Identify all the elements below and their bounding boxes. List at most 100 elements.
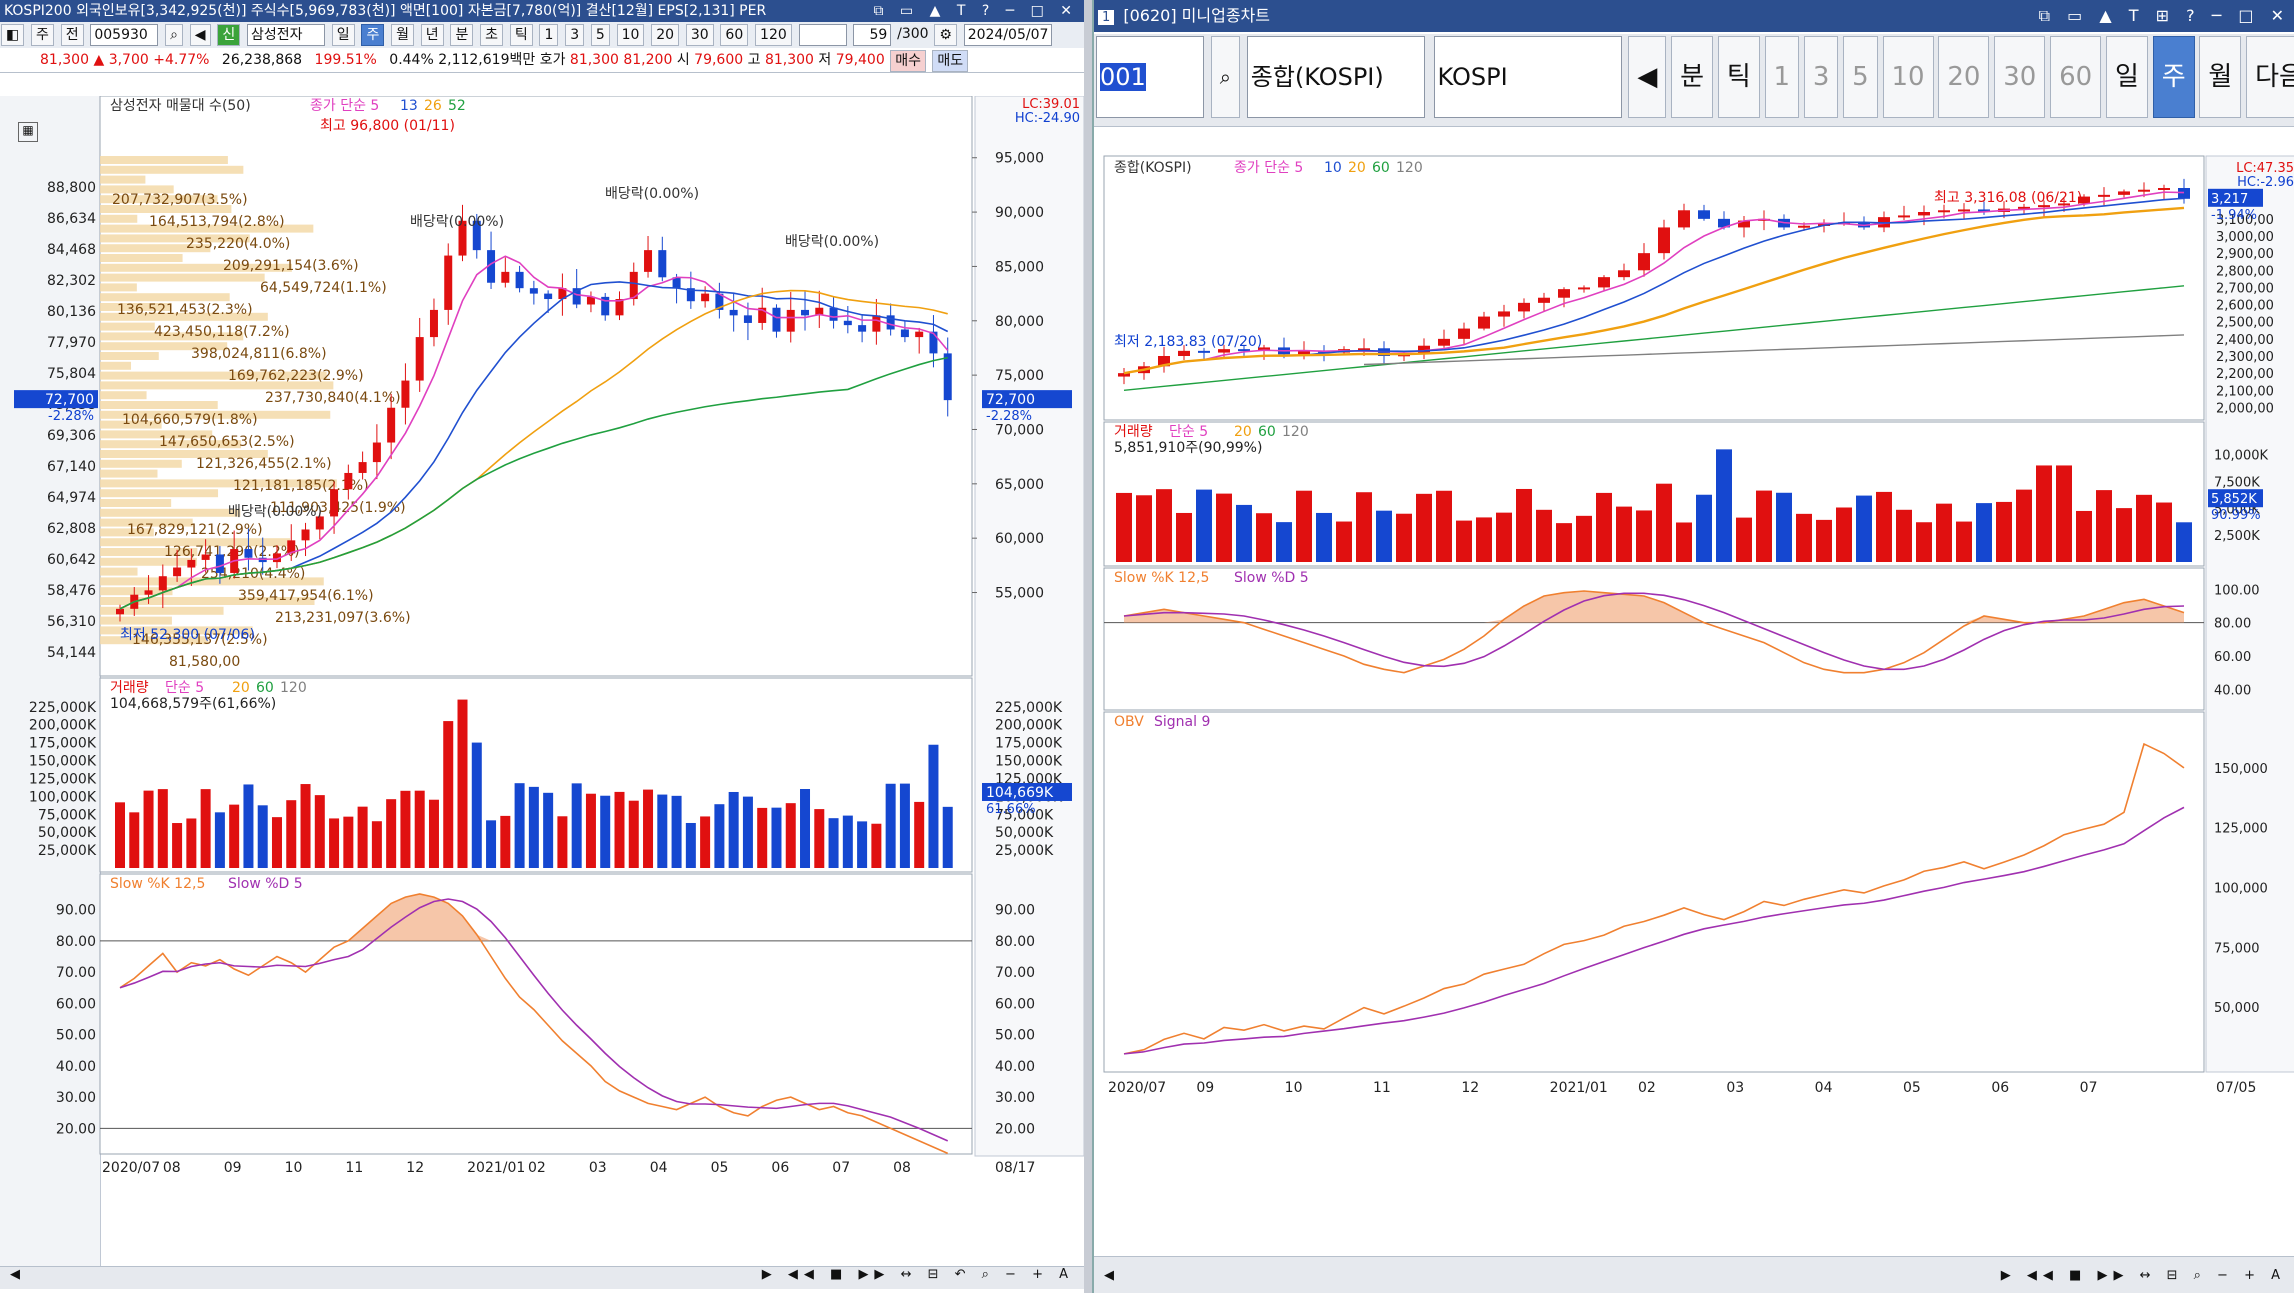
table-icon[interactable]: ▦	[18, 122, 38, 142]
interval-120[interactable]: 120	[755, 24, 792, 46]
interval-30[interactable]: 30	[685, 24, 714, 46]
volume-bar	[243, 784, 254, 868]
price-legend-period: 13	[400, 98, 418, 114]
volume-bar	[300, 784, 311, 868]
index-nav-controls[interactable]: ▶ ◀◀ ■ ▶▶ ↔ ⊟ ⌕ − + A	[2000, 1268, 2286, 1283]
volume-profile-bar	[100, 234, 250, 243]
interval-1-right[interactable]: 1	[1764, 36, 1800, 118]
index-volume-bar	[2056, 465, 2072, 562]
index-price-tick: 2,200,00	[2216, 367, 2274, 382]
volume-tick-label: 175,000K	[995, 736, 1063, 752]
sell-button[interactable]: 매도	[932, 50, 969, 72]
scroll-left-icon-right[interactable]: ◀	[1104, 1268, 1114, 1283]
candle-body	[758, 307, 767, 323]
search-icon[interactable]: ⌕	[165, 24, 183, 46]
index-volume-bar	[1196, 489, 1212, 562]
tools-icon[interactable]: ⚙	[934, 24, 957, 46]
stock-chart-area[interactable]: 삼성전자 매물대 수(50) 종가 단순 5 13 26 52 LC:39.01HC:-2…	[0, 96, 1084, 1266]
search-icon-right[interactable]: ⌕	[1210, 36, 1240, 118]
index-x-axis-label: 11	[1373, 1080, 1391, 1096]
volume-bar	[257, 805, 268, 868]
interval-20-right[interactable]: 20	[1938, 36, 1990, 118]
index-volume-bar	[1316, 512, 1332, 562]
interval-60-right[interactable]: 60	[2050, 36, 2102, 118]
interval-3[interactable]: 3	[565, 24, 585, 46]
index-candle-body	[1478, 316, 1490, 329]
x-axis-label: 03	[589, 1160, 607, 1176]
volume-bar	[928, 744, 939, 868]
interval-10[interactable]: 10	[616, 24, 645, 46]
index-current-pct: -1.94%	[2211, 208, 2257, 223]
moving-average-line	[119, 255, 949, 610]
period-minute-right[interactable]: 분	[1671, 36, 1714, 118]
index-candle-body	[1158, 356, 1170, 367]
window-controls-right[interactable]: ⧉ ▭ ▲ T ⊞ ? ─ □ ✕	[2038, 6, 2290, 25]
layout-icon[interactable]: ◧	[1, 24, 25, 46]
index-stoch-pane-frame	[1103, 567, 2205, 711]
x-axis-label: 2020/07	[102, 1160, 160, 1176]
candle-body	[743, 315, 752, 323]
volume-bar	[714, 804, 725, 868]
high-value: 81,300	[764, 52, 814, 68]
volume-bar	[357, 806, 368, 868]
index-name-field[interactable]: 종합(KOSPI)	[1246, 36, 1425, 118]
period-day[interactable]: 일	[331, 24, 355, 46]
index-candle-body	[1598, 277, 1610, 288]
period-year[interactable]: 년	[420, 24, 444, 46]
candle-body	[915, 331, 924, 338]
volume-bar	[286, 800, 297, 868]
index-chart-area[interactable]: 종합(KOSPI) 종가 단순 5 10 20 60 120 LC:47.35HC:-2.9…	[1094, 126, 2294, 1256]
next-button[interactable]: 다음	[2246, 36, 2294, 118]
window-controls[interactable]: ⧉ ▭ ▲ T ? ─ □ ✕	[873, 3, 1078, 19]
interval-10-right[interactable]: 10	[1882, 36, 1934, 118]
period-month-right[interactable]: 월	[2199, 36, 2242, 118]
volume-tick-label-left: 50,000K	[38, 825, 97, 841]
market-select[interactable]: KOSPI	[1433, 36, 1622, 118]
period-second[interactable]: 초	[480, 24, 504, 46]
index-candle-body	[1958, 209, 1970, 212]
period-month[interactable]: 월	[391, 24, 415, 46]
volume-bar	[828, 818, 839, 868]
candle-body	[900, 329, 909, 338]
speaker-icon-right[interactable]: ◀	[1628, 36, 1667, 118]
volume-bar	[628, 800, 639, 868]
scroll-left-icon[interactable]: ◀	[10, 1267, 20, 1282]
volume-bar	[614, 791, 625, 868]
interval-5-right[interactable]: 5	[1843, 36, 1878, 118]
chart-nav-controls[interactable]: ▶ ◀◀ ■ ▶▶ ↔ ⊟ ↶ ⌕ − + A	[761, 1267, 1074, 1282]
interval-input[interactable]	[798, 24, 847, 46]
stoch-tick-label: 20.00	[995, 1121, 1035, 1137]
stock-name-field[interactable]: 삼성전자	[247, 24, 325, 46]
date-input[interactable]: 2024/05/07	[963, 24, 1052, 46]
interval-60[interactable]: 60	[720, 24, 749, 46]
period-week[interactable]: 주	[361, 24, 385, 46]
volume-bar	[857, 821, 868, 868]
speaker-icon[interactable]: ◀	[189, 24, 211, 46]
interval-5[interactable]: 5	[590, 24, 610, 46]
mode-select-2[interactable]: 전	[60, 24, 84, 46]
period-tick[interactable]: 틱	[509, 24, 533, 46]
index-volume-bar	[1216, 493, 1232, 562]
stock-code-input[interactable]: 005930	[90, 24, 159, 46]
volume-bar	[457, 699, 468, 868]
volume-bar	[500, 815, 511, 868]
page-count-input[interactable]: 59	[853, 24, 892, 46]
interval-3-right[interactable]: 3	[1803, 36, 1839, 118]
interval-20[interactable]: 20	[651, 24, 680, 46]
interval-1[interactable]: 1	[539, 24, 559, 46]
mode-select-1[interactable]: 주	[31, 24, 54, 46]
volume-bar	[685, 822, 696, 868]
period-day-right[interactable]: 일	[2106, 36, 2148, 118]
stoch-tick-label: 70.00	[995, 965, 1035, 981]
period-minute[interactable]: 분	[450, 24, 474, 46]
window-divider[interactable]	[1084, 0, 1092, 1293]
index-volume-bar	[1336, 521, 1352, 562]
index-volume-bar	[1896, 509, 1912, 562]
obv-tick: 125,000	[2214, 822, 2268, 837]
period-week-right[interactable]: 주	[2152, 36, 2195, 118]
period-tick-right[interactable]: 틱	[1717, 36, 1760, 118]
buy-button[interactable]: 매수	[890, 50, 926, 72]
index-code-input[interactable]: 001	[1096, 36, 1204, 118]
stochastic-pane-frame	[99, 873, 973, 1155]
interval-30-right[interactable]: 30	[1994, 36, 2046, 118]
